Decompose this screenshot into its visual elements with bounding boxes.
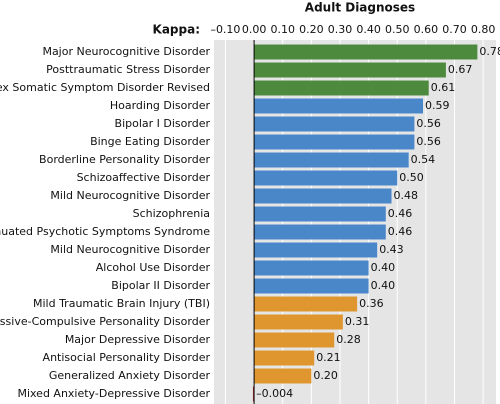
y-tick-label: Major Neurocognitive Disorder: [42, 45, 210, 58]
y-tick-label: Mild Traumatic Brain Injury (TBI): [33, 297, 210, 310]
value-label: 0.43: [379, 243, 404, 256]
bar: [254, 44, 478, 60]
y-tick-label: Binge Eating Disorder: [90, 135, 210, 148]
bar: [254, 188, 392, 204]
x-tick-label: 0.70: [442, 23, 467, 36]
x-tick-label: 0.80: [471, 23, 496, 36]
y-tick-label: Attenuated Psychotic Symptoms Syndrome: [0, 225, 210, 238]
bar: [254, 116, 415, 132]
bar: [254, 134, 415, 150]
y-tick-label: Generalized Anxiety Disorder: [49, 369, 211, 382]
bar: [254, 314, 343, 330]
value-label: 0.59: [425, 99, 450, 112]
x-tick-label: 0.00: [242, 23, 267, 36]
y-tick-label: Alcohol Use Disorder: [96, 261, 211, 274]
bar: [254, 260, 369, 276]
y-tick-label: Borderline Personality Disorder: [39, 153, 210, 166]
y-tick-label: Bipolar I Disorder: [115, 117, 211, 130]
y-tick-label: Posttraumatic Stress Disorder: [46, 63, 210, 76]
value-label: 0.48: [394, 189, 419, 202]
value-label: 0.54: [411, 153, 436, 166]
value-label: 0.21: [316, 351, 341, 364]
value-label: 0.36: [359, 297, 384, 310]
x-tick-label: –0.10: [210, 23, 240, 36]
bar: [254, 170, 398, 186]
bar: [254, 242, 378, 258]
value-label: 0.50: [399, 171, 424, 184]
bar: [254, 278, 369, 294]
value-label: 0.20: [313, 369, 338, 382]
x-tick-label: 0.60: [414, 23, 439, 36]
bar: [254, 296, 358, 312]
value-label: 0.40: [371, 279, 396, 292]
value-label: 0.46: [388, 207, 413, 220]
value-label: 0.56: [416, 135, 441, 148]
x-axis-label: Kappa:: [153, 23, 200, 37]
value-label: 0.31: [345, 315, 370, 328]
x-tick-label: 0.10: [270, 23, 295, 36]
value-label: –0.004: [256, 387, 293, 400]
y-tick-label: Schizoaffective Disorder: [77, 171, 211, 184]
bar: [254, 368, 312, 384]
value-label: 0.46: [388, 225, 413, 238]
value-label: 0.40: [371, 261, 396, 274]
bar: [254, 332, 335, 348]
bar: [254, 206, 386, 222]
bar: [254, 152, 409, 168]
x-tick-label: 0.20: [299, 23, 324, 36]
y-tick-label: Obsessive-Compulsive Personality Disorde…: [0, 315, 210, 328]
bar: [254, 98, 423, 114]
x-tick-label: 0.30: [328, 23, 353, 36]
bar: [254, 62, 446, 78]
value-label: 0.61: [431, 81, 456, 94]
y-tick-label: Schizophrenia: [133, 207, 210, 220]
bar: [254, 80, 429, 96]
value-label: 0.28: [336, 333, 361, 346]
bar: [254, 224, 386, 240]
y-tick-label: Antisocial Personality Disorder: [43, 351, 211, 364]
value-label: 0.56: [416, 117, 441, 130]
x-tick-label: 0.50: [385, 23, 410, 36]
y-tick-label: Major Depressive Disorder: [65, 333, 211, 346]
bar: [252, 386, 255, 402]
bar: [254, 350, 315, 366]
value-label: 0.67: [448, 63, 473, 76]
x-tick-label: 0.40: [356, 23, 381, 36]
y-tick-label: Mild Neurocognitive Disorder: [50, 189, 210, 202]
value-label: 0.78: [479, 45, 500, 58]
y-tick-label: Bipolar II Disorder: [111, 279, 210, 292]
chart-title: Adult Diagnoses: [305, 1, 415, 15]
y-tick-label: Mixed Anxiety-Depressive Disorder: [17, 387, 210, 400]
y-tick-label: Hoarding Disorder: [110, 99, 211, 112]
y-tick-label: Complex Somatic Symptom Disorder Revised: [0, 81, 210, 94]
y-tick-label: Mild Neurocognitive Disorder: [50, 243, 210, 256]
